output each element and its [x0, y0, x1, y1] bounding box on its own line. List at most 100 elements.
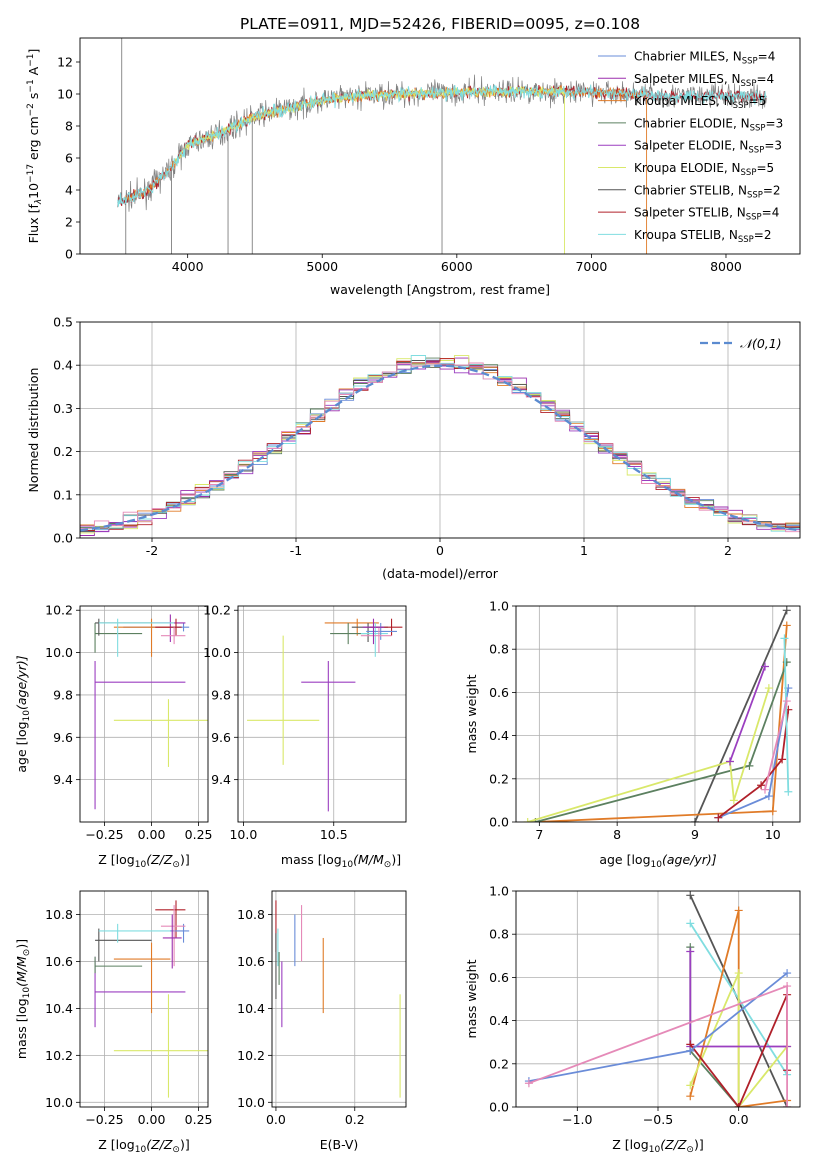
mass-weight-marker: [745, 761, 754, 770]
mass-vs-ebv-xlabel: E(B-V): [320, 1137, 359, 1152]
residuals-xtick-label: 2: [724, 543, 732, 558]
residuals-plot-area: [80, 322, 800, 538]
mass-weight-marker: [686, 919, 695, 928]
residuals-xtick-label: -1: [290, 543, 302, 558]
massweight_vs_age-xtick-label: 8: [613, 827, 621, 842]
mass-weight-marker: [734, 906, 743, 915]
age-vs-Z-ylabel: age [log10(age/yr)]: [14, 655, 32, 772]
mass_vs_ebv-ytick-label: 10.0: [237, 1095, 265, 1110]
mass-weight-marker: [764, 684, 773, 693]
massweight_vs_Z-xtick-label: 0.0: [729, 1112, 749, 1127]
spectrum-ylabel: Flux [fλ10−17 erg cm−2 s−1 A−1]: [26, 49, 44, 244]
massweight_vs_age-ytick-label: 0.6: [489, 685, 509, 700]
mw-Z-xlabel: Z [log10(Z/Z⊙)]: [612, 1137, 703, 1155]
mass-weight-line: [689, 972, 788, 1107]
mass_vs_ebv-frame: [271, 890, 407, 1108]
age_vs_Z-ytick-label: 9.4: [53, 772, 73, 787]
spectrum-legend: Chabrier MILES, NSSP=4 Salpeter MILES, NS…: [598, 50, 783, 245]
spectrum-ytick-label: 6: [65, 151, 73, 166]
mass_vs_Z-panel: −0.25 0.00 0.25 10.0 10.2 10.4 10.6 10.8 Z [log1…: [14, 890, 213, 1155]
mass_vs_Z-xtick-label: 0.25: [185, 1112, 213, 1127]
spectrum-xtick-label: 5000: [306, 259, 338, 274]
mass-weight-line: [717, 709, 790, 819]
mw-age-ylabel: mass weight: [464, 674, 479, 753]
legend-entry: Kroupa STELIB, NSSP=2: [634, 228, 772, 245]
mass_vs_ebv-ytick-label: 10.2: [237, 1048, 265, 1063]
age_vs_mass-xtick-label: 10.0: [229, 827, 257, 842]
residuals-ylabel: Normed distribution: [26, 368, 41, 493]
massweight_vs_age-ytick-label: 0.0: [489, 815, 509, 830]
mass-weight-marker: [760, 662, 769, 671]
mass-weight-marker: [764, 792, 773, 801]
spectrum-xlabel: wavelength [Angstrom, rest frame]: [330, 282, 550, 297]
mass-weight-marker: [725, 757, 734, 766]
mass-weight-marker: [783, 969, 792, 978]
normal-legend-label: 𝒩(0,1): [740, 336, 782, 351]
residuals-ytick-label: 0.4: [53, 358, 73, 373]
spectrum-ytick-label: 12: [57, 55, 73, 70]
age-vs-Z-xlabel: Z [log10(Z/Z⊙)]: [98, 852, 189, 870]
mass_vs_ebv-plot-area: [272, 891, 406, 1107]
mass-weight-marker: [524, 1079, 533, 1088]
residuals-xtick-label: -2: [146, 543, 158, 558]
mass-weight-marker: [686, 947, 695, 956]
spectrum-frame: [79, 37, 801, 255]
mass-weight-marker: [686, 1092, 695, 1101]
mass-weight-line: [729, 666, 766, 762]
massweight_vs_age-xtick-label: 7: [535, 827, 543, 842]
mass-weight-line: [694, 609, 788, 822]
massweight_vs_Z-xtick-label: −1.0: [562, 1112, 592, 1127]
mass_vs_ebv-xtick-label: 0.0: [266, 1112, 286, 1127]
mass-vs-Z-xlabel: Z [log10(Z/Z⊙)]: [98, 1137, 189, 1155]
mass-weight-marker: [782, 621, 791, 630]
age_vs_Z-xtick-label: −0.25: [85, 827, 123, 842]
residuals-xtick-label: 1: [580, 543, 588, 558]
mass-weight-marker: [686, 1046, 695, 1055]
massweight_vs_age-frame: [515, 605, 801, 823]
massweight_vs_Z-ytick-label: 1.0: [489, 884, 509, 899]
mass_vs_Z-xtick-label: −0.25: [85, 1112, 123, 1127]
normal-curve: [80, 364, 800, 532]
residuals-ytick-label: 0.3: [53, 401, 73, 416]
legend-entry: Chabrier ELODIE, NSSP=3: [634, 116, 783, 133]
legend-entry: Salpeter MILES, NSSP=4: [634, 72, 774, 89]
age_vs_mass-frame: [237, 605, 407, 823]
mass-weight-marker: [783, 1103, 792, 1107]
massweight_vs_age-xtick-label: 10: [765, 827, 781, 842]
mass-weight-marker: [523, 818, 532, 822]
spectrum-ytick-label: 2: [65, 215, 73, 230]
mass-weight-marker: [783, 982, 792, 991]
mass-weight-marker: [780, 634, 789, 643]
residuals-ytick-label: 0.0: [53, 531, 73, 546]
age_vs_Z-ytick-label: 10.2: [45, 603, 73, 618]
mass-weight-line: [535, 625, 788, 822]
massweight_vs_age-ytick-label: 0.4: [489, 728, 509, 743]
mass-weight-marker: [782, 606, 791, 615]
residuals-xlabel: (data-model)/error: [382, 566, 499, 581]
mass-weight-line: [527, 687, 770, 822]
residuals-frame: [79, 321, 801, 539]
mass-weight-marker: [734, 1103, 743, 1107]
mass-weight-marker: [729, 796, 738, 805]
residuals-ytick-label: 0.1: [53, 487, 73, 502]
spectrum-xtick-label: 8000: [710, 259, 742, 274]
residuals-panel: -2 -1 0 1 2 0.0 0.1 0.2 0.3 0.4 0.5 𝒩(0,1) (data-mod…: [26, 315, 801, 581]
age_vs_mass-ytick-label: 10.2: [203, 603, 231, 618]
massweight_vs_Z-ytick-label: 0.2: [489, 1056, 509, 1071]
age-vs-mass-xlabel: mass [log10(M/M⊙)]: [281, 852, 401, 870]
age_vs_mass-ytick-label: 9.4: [211, 772, 231, 787]
mass_vs_ebv-xtick-label: 0.2: [345, 1112, 365, 1127]
age_vs_Z-ytick-label: 9.6: [53, 730, 73, 745]
massweight_vs_Z-panel: −1.0 −0.5 0.0 0.0 0.2 0.4 0.6 0.8 1.0 Z [log10(Z/…: [464, 884, 801, 1155]
age_vs_Z-frame: [79, 605, 209, 823]
mass-weight-marker: [778, 755, 787, 764]
mass_vs_Z-ytick-label: 10.6: [45, 954, 73, 969]
massweight_vs_Z-ytick-label: 0.8: [489, 927, 509, 942]
spectrum-xtick-label: 4000: [172, 259, 204, 274]
spectrum-plot-area: [117, 38, 767, 254]
mass_vs_ebv-ytick-label: 10.8: [237, 907, 265, 922]
mw-age-xlabel: age [log10(age/yr)]: [599, 852, 716, 870]
mass_vs_ebv-ytick-label: 10.4: [237, 1001, 265, 1016]
